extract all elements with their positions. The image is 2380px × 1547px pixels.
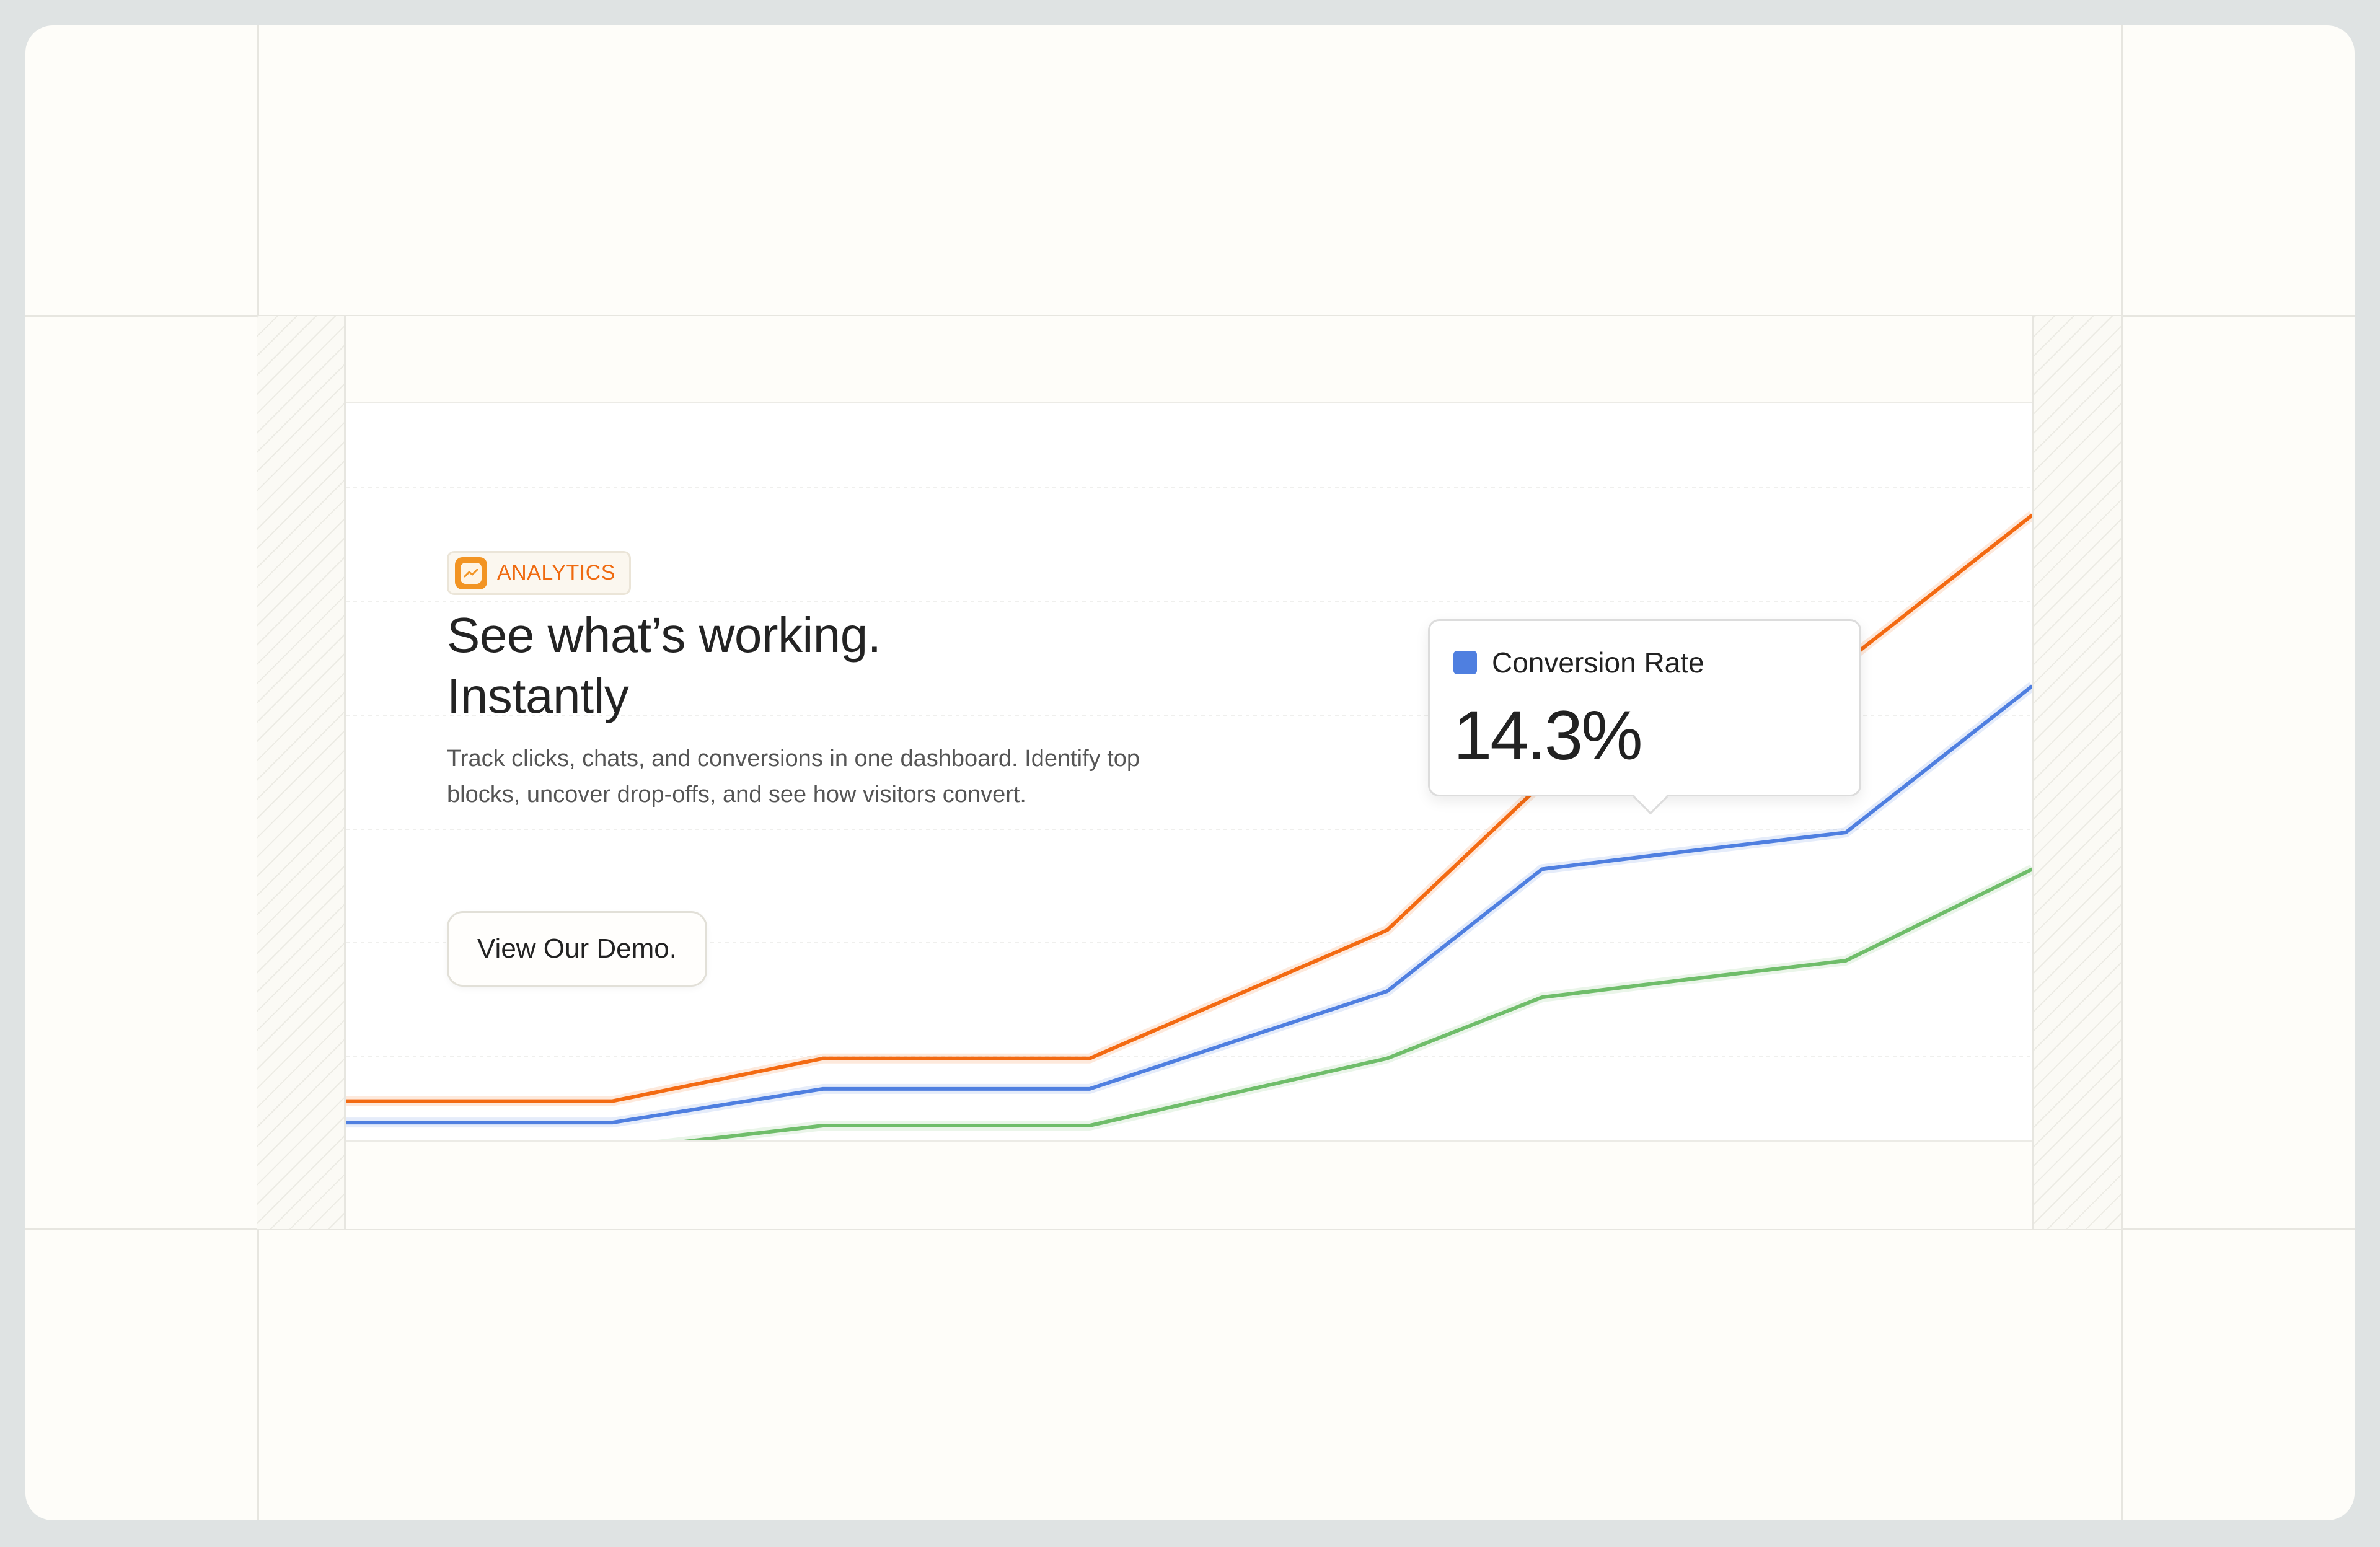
trend-up-icon [455,557,487,589]
analytics-badge: ANALYTICS [447,551,631,595]
guide-line [25,315,2355,317]
tooltip-series-label: Conversion Rate [1492,646,1704,679]
view-demo-button[interactable]: View Our Demo. [447,911,707,987]
headline-line-2: Instantly [447,668,629,723]
series-line-2 [678,867,2032,1140]
page-frame: ANALYTICS See what’s working. Instantly … [25,25,2355,1520]
chart-tooltip: Conversion Rate 14.3% [1428,619,1861,815]
page-headline: See what’s working. Instantly [447,605,881,726]
badge-label: ANALYTICS [497,561,615,584]
hatch-left [257,316,344,1229]
analytics-card: ANALYTICS See what’s working. Instantly … [346,402,2032,1142]
guide-line [2121,25,2123,1520]
tooltip-value: 14.3% [1453,697,1643,774]
hatch-right [2034,316,2121,1229]
legend-swatch-icon [1453,651,1477,674]
feature-panel: ANALYTICS See what’s working. Instantly … [344,316,2034,1229]
headline-line-1: See what’s working. [447,607,881,663]
series-line-1 [346,684,2032,1125]
hero-description: Track clicks, chats, and conversions in … [447,746,1140,808]
